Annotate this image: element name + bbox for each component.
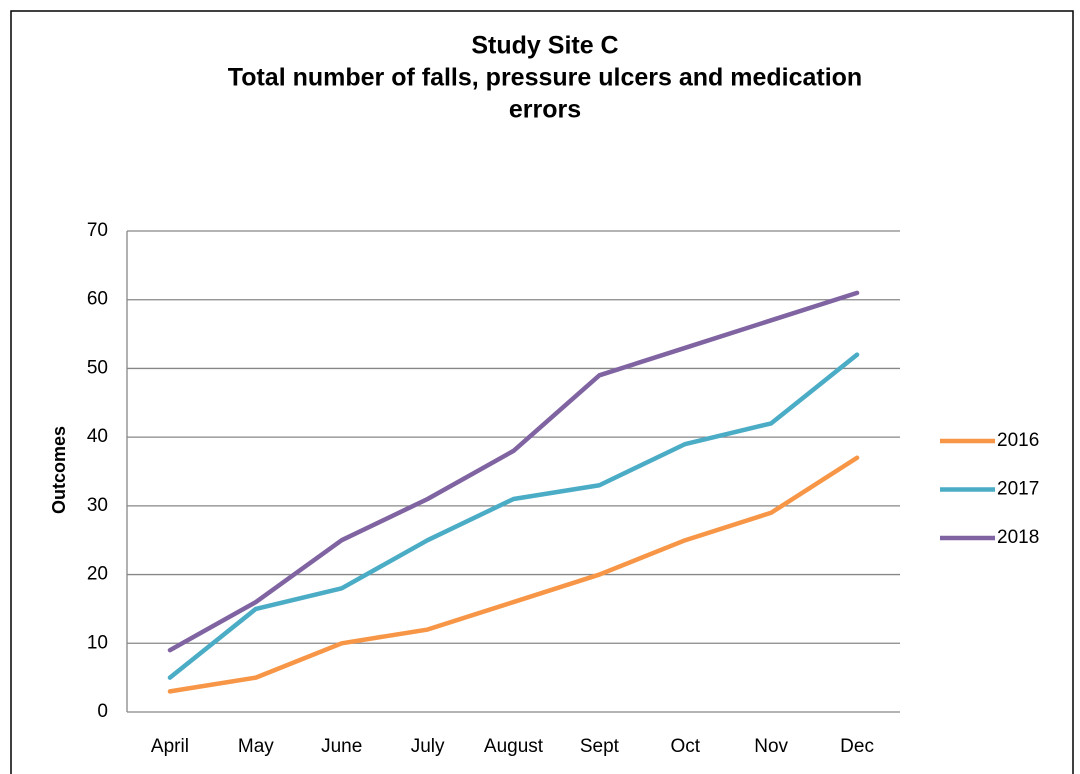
y-tick-label: 20 (87, 564, 108, 585)
x-tick-label: Nov (754, 736, 788, 757)
x-tick-label: Sept (580, 736, 620, 757)
chart-title: Total number of falls, pressure ulcers a… (228, 64, 862, 92)
y-axis-title: Outcomes (49, 426, 69, 514)
x-tick-label: April (151, 736, 189, 757)
data-line (167, 290, 860, 653)
x-tick-label: August (484, 736, 544, 757)
y-tick-label: 30 (87, 495, 108, 516)
chart-title: errors (509, 96, 581, 124)
y-tick-label: 60 (87, 289, 108, 310)
data-line (167, 455, 860, 694)
y-tick-label: 40 (87, 426, 108, 447)
y-tick-label: 0 (97, 701, 108, 722)
x-tick-label: July (411, 736, 445, 757)
legend-label: 2017 (997, 479, 1039, 500)
x-tick-label: June (321, 736, 362, 757)
y-tick-label: 50 (87, 357, 108, 378)
legend-label: 2018 (997, 527, 1039, 548)
x-tick-label: Dec (840, 736, 874, 757)
chart-title: Study Site C (471, 32, 618, 60)
data-line (167, 352, 860, 680)
legend-label: 2016 (997, 430, 1039, 451)
chart-frame (10, 10, 1074, 774)
x-tick-label: Oct (670, 736, 700, 757)
y-tick-label: 70 (87, 220, 108, 241)
x-tick-label: May (238, 736, 274, 757)
y-tick-label: 10 (87, 632, 108, 653)
